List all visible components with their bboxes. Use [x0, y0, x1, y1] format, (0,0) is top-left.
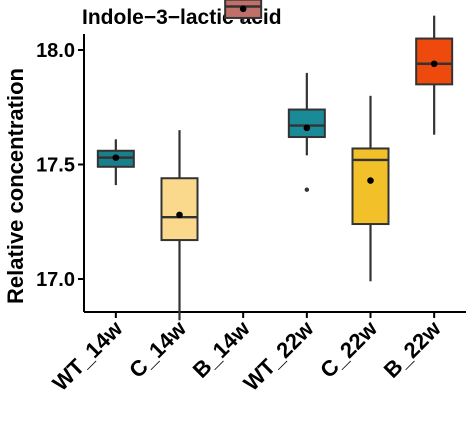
mean-point — [112, 154, 120, 161]
plot-area: 17.017.518.018.519.0WT_14wC_14wB_14wWT_2… — [36, 0, 466, 396]
x-tick-label: WT_14w — [47, 315, 128, 396]
mean-point — [303, 124, 311, 132]
box-C_22w — [351, 95, 390, 282]
x-tick-label: C_14w — [124, 315, 192, 383]
mean-point — [239, 5, 247, 13]
box-body — [287, 108, 326, 139]
mean-point — [176, 211, 183, 219]
x-tick-label: C_22w — [315, 315, 383, 383]
box-B_14w — [224, 0, 263, 23]
box-body — [160, 177, 199, 242]
y-tick-label: 17.5 — [36, 155, 75, 177]
y-axis-label: Relative concentration — [3, 68, 28, 304]
box-WT_22w — [287, 72, 326, 192]
y-tick-label: 17.0 — [36, 269, 75, 291]
x-tick-label: WT_22w — [238, 315, 319, 396]
x-tick-label: B_22w — [379, 315, 447, 383]
box-C_14w — [160, 130, 199, 321]
y-tick-label: 18.0 — [36, 40, 75, 62]
box-B_22w — [415, 15, 454, 135]
outlier-point — [304, 187, 310, 192]
box-WT_14w — [96, 139, 135, 186]
mean-point — [367, 177, 374, 184]
mean-point — [430, 60, 438, 68]
